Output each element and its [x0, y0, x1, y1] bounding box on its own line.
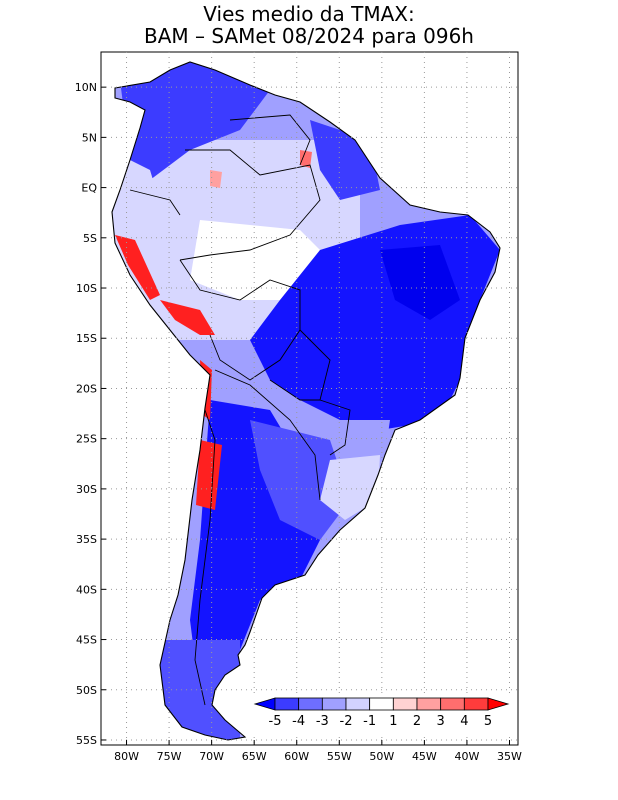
- bias-region-neutral-amazon: [190, 220, 330, 300]
- lon-tick-label: 55W: [327, 750, 352, 763]
- colorbar-segment: [440, 697, 465, 711]
- country-borders: [129, 114, 351, 706]
- colorbar-label: 4: [460, 714, 468, 729]
- lat-tick-label: 20S: [76, 382, 97, 395]
- colorbar-label: -3: [316, 714, 329, 729]
- colorbar-label: -1: [363, 714, 376, 729]
- bias-region-uruguay: [320, 455, 380, 520]
- colorbar-segment: [392, 697, 418, 711]
- lon-tick-label: 40W: [455, 750, 480, 763]
- lat-tick-label: 10N: [75, 81, 97, 94]
- lat-tick-label: 5N: [82, 131, 97, 144]
- colorbar-label: 2: [413, 714, 421, 729]
- lat-tick-label: 30S: [76, 483, 97, 496]
- colorbar-arrow-high: [487, 697, 510, 711]
- colorbar-label: -4: [292, 714, 305, 729]
- longitude-axis: 80W 75W 70W 65W 60W 55W 50W 45W 40W 35W: [114, 740, 522, 763]
- continent-bias-field: [111, 61, 501, 741]
- colorbar-label: 3: [437, 714, 445, 729]
- colorbar-segment: [321, 697, 347, 711]
- lon-tick-label: 45W: [412, 750, 437, 763]
- lat-tick-label: 15S: [76, 332, 97, 345]
- colorbar-segment: [369, 697, 394, 711]
- colorbar-segment: [274, 697, 300, 711]
- lat-tick-label: EQ: [81, 182, 97, 195]
- bias-region-northeast-core: [380, 245, 460, 320]
- colorbar-label: 5: [484, 714, 492, 729]
- lat-tick-label: 35S: [76, 533, 97, 546]
- lat-tick-label: 55S: [76, 734, 97, 747]
- bias-region-south-brazil: [330, 420, 390, 455]
- bias-region-pampas: [250, 420, 350, 540]
- colorbar-segment: [298, 697, 323, 711]
- lat-tick-label: 25S: [76, 433, 97, 446]
- lon-tick-label: 80W: [114, 750, 139, 763]
- lat-tick-label: 45S: [76, 634, 97, 647]
- colorbar-label: 1: [389, 714, 397, 729]
- warm-bias-southern-peru: [160, 300, 215, 335]
- lon-tick-label: 70W: [199, 750, 224, 763]
- graticule: [101, 52, 518, 745]
- lat-tick-label: 5S: [83, 232, 97, 245]
- warm-bias-guyana-spot: [300, 150, 312, 168]
- colorbar-label: -2: [340, 714, 353, 729]
- lon-tick-label: 65W: [242, 750, 267, 763]
- bias-region-ecuador-andes: [130, 160, 165, 235]
- latitude-axis: 10N 5N EQ 5S 10S 15S 20S 25S 30S 35S 40S 45S 50S 55S: [75, 81, 106, 747]
- colorbar: -5 -4 -3 -2 -1 1 2 3 4 5: [249, 693, 514, 733]
- colorbar-segment: [345, 697, 371, 711]
- lat-tick-label: 10S: [76, 282, 97, 295]
- map-title-line2: BAM – SAMet 08/2024 para 096h: [144, 24, 474, 48]
- lon-tick-label: 35W: [497, 750, 522, 763]
- bias-region-north-coast: [120, 62, 270, 180]
- warm-bias-central-chile: [196, 440, 222, 510]
- warm-bias-colombia-spot: [210, 170, 222, 188]
- lon-tick-label: 50W: [369, 750, 394, 763]
- lat-tick-label: 50S: [76, 684, 97, 697]
- map-title-line1: Vies medio da TMAX:: [203, 2, 415, 26]
- colorbar-segment: [463, 697, 489, 711]
- colorbar-label: -5: [269, 714, 282, 729]
- colorbar-segment: [416, 697, 442, 711]
- lon-tick-label: 75W: [157, 750, 182, 763]
- warm-bias-peru-coast: [115, 235, 160, 300]
- lon-tick-label: 60W: [284, 750, 309, 763]
- lat-tick-label: 40S: [76, 583, 97, 596]
